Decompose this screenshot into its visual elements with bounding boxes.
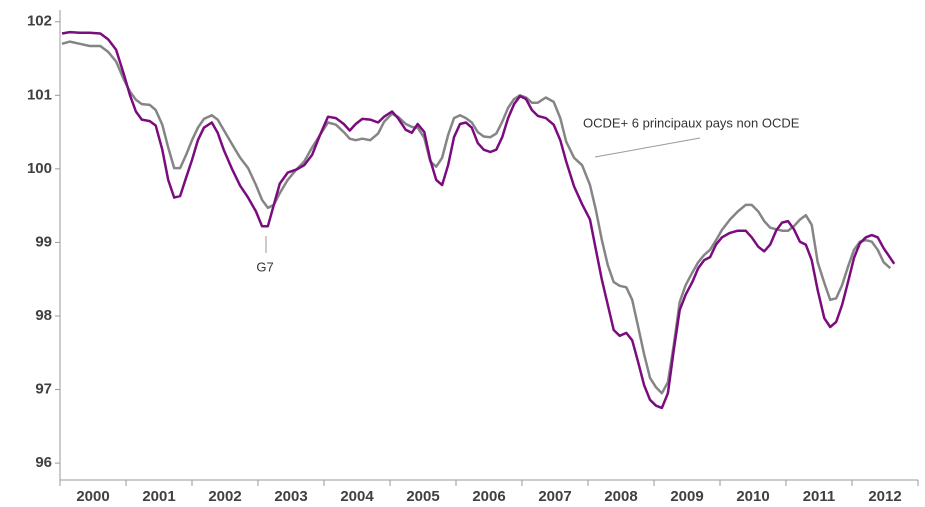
x-tick-label: 2005 (406, 488, 439, 505)
x-tick-label: 2009 (670, 488, 703, 505)
y-tick-label: 102 (27, 13, 52, 30)
x-tick-label: 2004 (340, 488, 374, 505)
y-tick-label: 97 (35, 380, 52, 397)
y-tick-label: 99 (35, 233, 52, 250)
x-tick-label: 2002 (208, 488, 241, 505)
x-tick-label: 2012 (868, 488, 901, 505)
x-tick-label: 2011 (803, 488, 836, 505)
x-tick-label: 2001 (142, 488, 175, 505)
y-tick-label: 101 (27, 86, 52, 103)
oecd-leader (594, 137, 701, 158)
x-tick-label: 2008 (604, 488, 637, 505)
series-line (61, 40, 892, 395)
oecd-annotation: OCDE+ 6 principaux pays non OCDE (583, 115, 800, 130)
x-tick-label: 2007 (538, 488, 571, 505)
g7-annotation: G7 (256, 259, 273, 274)
y-tick-label: 96 (35, 454, 52, 471)
series-line (61, 30, 896, 410)
x-tick-label: 2010 (736, 488, 769, 505)
x-tick-label: 2006 (472, 488, 505, 505)
y-tick-label: 98 (35, 307, 52, 324)
y-tick-label: 100 (27, 160, 52, 177)
x-tick-label: 2000 (76, 488, 109, 505)
x-tick-label: 2003 (274, 488, 307, 505)
